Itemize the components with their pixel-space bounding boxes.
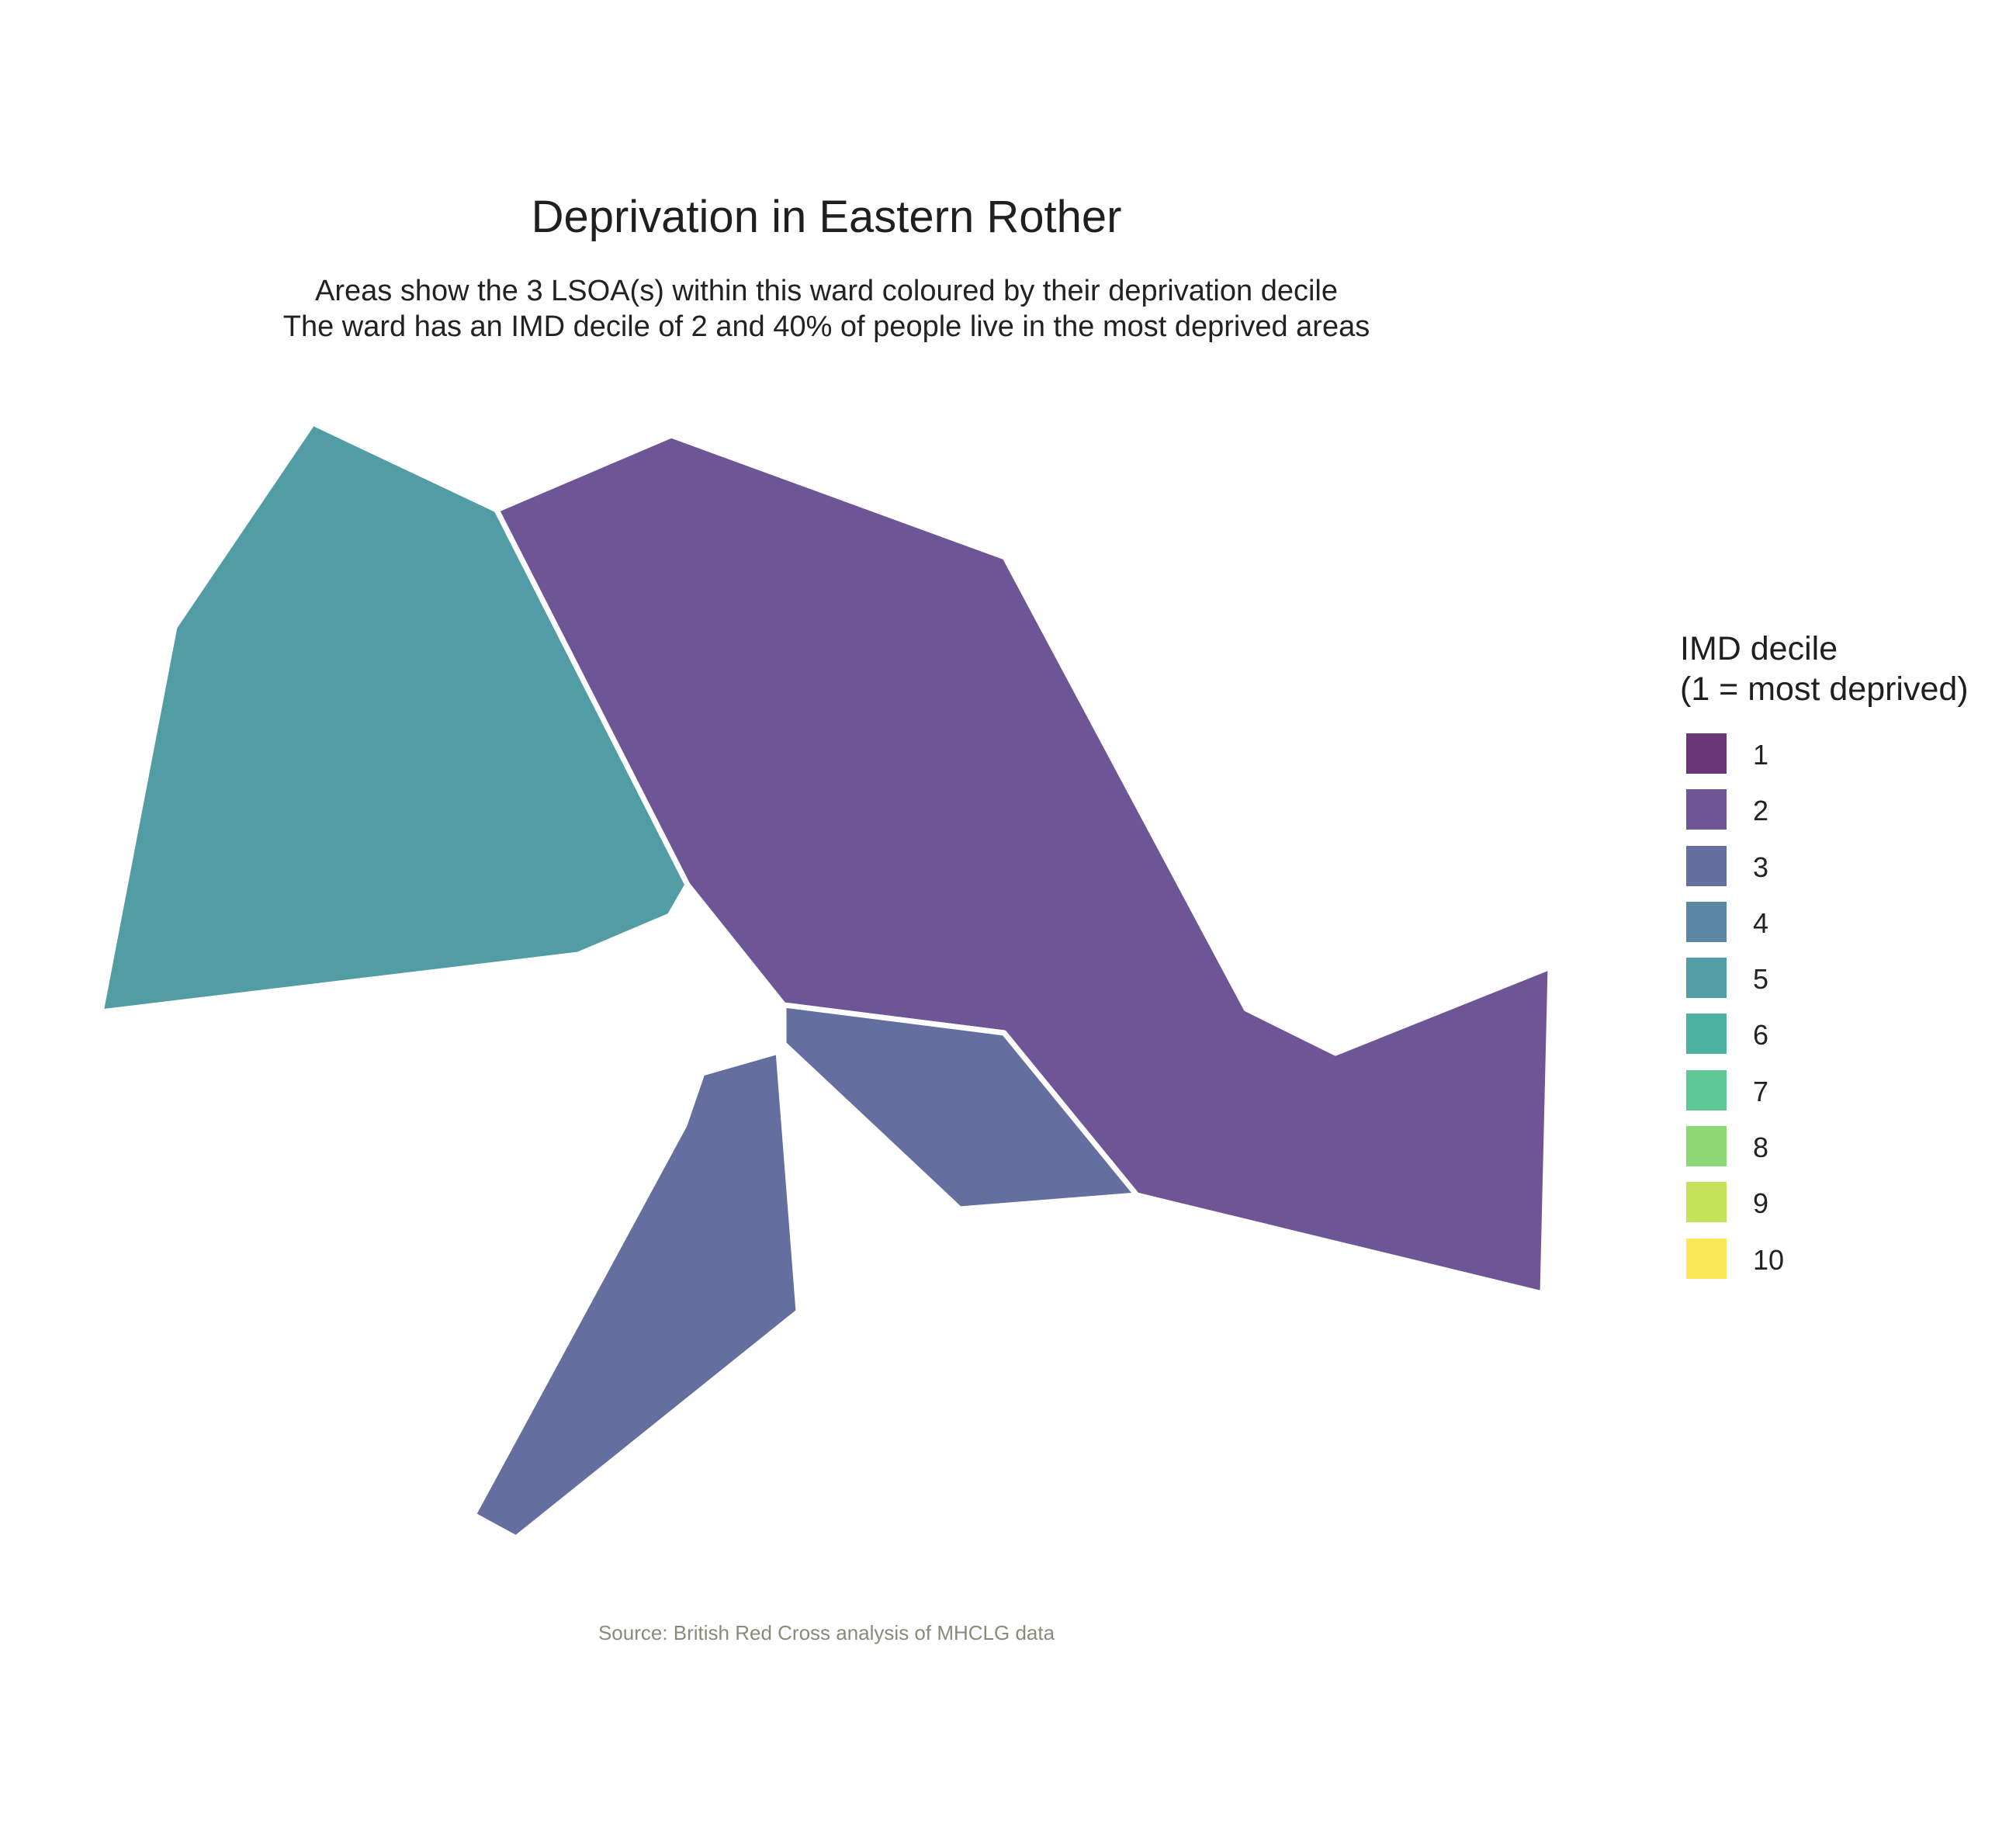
- legend-swatch: [1686, 1014, 1727, 1055]
- legend-label: 4: [1753, 906, 1769, 939]
- legend-swatch: [1686, 845, 1727, 886]
- legend-swatch: [1686, 901, 1727, 942]
- legend-swatch: [1686, 1238, 1727, 1279]
- legend-swatch: [1686, 789, 1727, 830]
- legend-swatch: [1686, 1182, 1727, 1223]
- legend-label: 8: [1753, 1131, 1769, 1164]
- legend-label: 5: [1753, 963, 1769, 996]
- legend-title-line-2: (1 = most deprived): [1680, 670, 1969, 708]
- legend-label: 6: [1753, 1019, 1769, 1052]
- legend-title: IMD decile (1 = most deprived): [1680, 629, 1969, 709]
- legend-label: 1: [1753, 739, 1769, 771]
- lsoa-area-decile-2: [494, 432, 1554, 1297]
- legend-swatch: [1686, 1126, 1727, 1167]
- legend-label: 9: [1753, 1187, 1769, 1220]
- map-subtitle-line-1: Areas show the 3 LSOA(s) within this war…: [315, 275, 1338, 307]
- legend-swatch: [1686, 733, 1727, 774]
- lsoa-area-decile-3-north: [781, 1002, 1140, 1212]
- legend-label: 3: [1753, 851, 1769, 883]
- source-caption: Source: British Red Cross analysis of MH…: [598, 1621, 1055, 1644]
- legend-label: 2: [1753, 795, 1769, 827]
- legend-label: 7: [1753, 1075, 1769, 1107]
- lsoa-area-decile-3-south: [470, 1048, 802, 1541]
- legend-label: 10: [1753, 1243, 1785, 1276]
- legend-swatch: [1686, 1069, 1727, 1111]
- legend-title-line-1: IMD decile: [1680, 630, 1838, 667]
- map-title: Deprivation in Eastern Rother: [531, 192, 1122, 242]
- legend-swatch: [1686, 958, 1727, 999]
- map-subtitle-line-2: The ward has an IMD decile of 2 and 40% …: [282, 310, 1370, 343]
